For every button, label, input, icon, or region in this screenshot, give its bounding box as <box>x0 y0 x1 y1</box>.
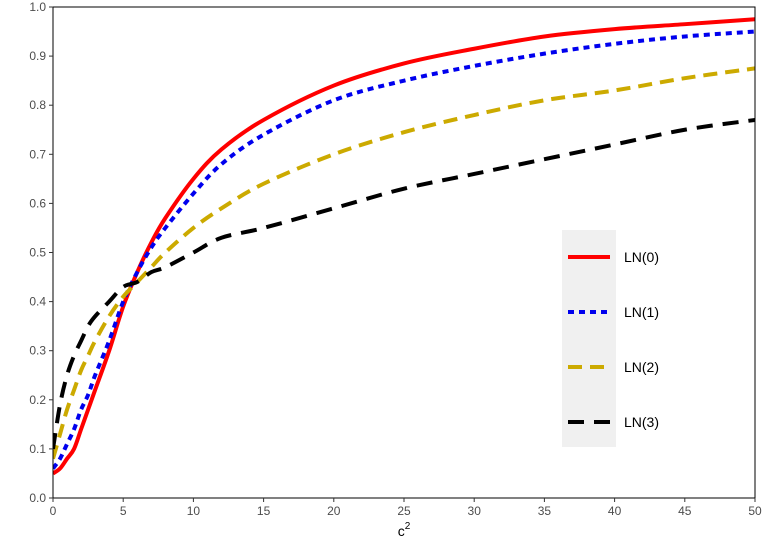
x-tick-label: 5 <box>120 504 127 518</box>
axes-layer: 0 5 10 15 20 25 30 35 40 45 50 0.0 0.1 0.2 0.3 0.4 0.5 0.… <box>29 0 762 518</box>
y-tick-label: 0.2 <box>29 393 46 407</box>
y-tick-label: 0.8 <box>29 98 46 112</box>
x-tick-label: 50 <box>748 504 762 518</box>
x-tick-label: 45 <box>678 504 692 518</box>
x-axis-title-superscript: 2 <box>405 521 411 532</box>
series-line-ln-0 <box>53 17 755 476</box>
y-tick-label: 0.3 <box>29 344 46 358</box>
series-line-ln-3 <box>53 117 755 450</box>
legend-label: LN(1) <box>624 304 659 320</box>
legend-label: LN(0) <box>624 249 659 265</box>
x-axis-title: c2 <box>398 521 411 539</box>
x-tick-label: 35 <box>538 504 552 518</box>
y-tick-label: 0.0 <box>29 491 46 505</box>
x-tick-label: 40 <box>608 504 622 518</box>
legend: LN(0) LN(1) LN(2) LN(3) <box>562 230 659 447</box>
y-tick-label: 0.7 <box>29 147 46 161</box>
x-tick-label: 25 <box>397 504 411 518</box>
legend-background <box>562 230 616 447</box>
legend-label: LN(2) <box>624 359 659 375</box>
y-tick-label: 0.5 <box>29 246 46 260</box>
x-axis-title-base: c <box>398 523 405 539</box>
y-tick-label: 0.1 <box>29 442 46 456</box>
x-tick-label: 10 <box>187 504 201 518</box>
series-line-ln-1 <box>53 29 755 470</box>
y-tick-label: 0.6 <box>29 196 46 210</box>
series-layer <box>53 17 755 476</box>
y-tick-label: 0.9 <box>29 49 46 63</box>
x-tick-label: 20 <box>327 504 341 518</box>
y-tick-label: 0.4 <box>29 295 46 309</box>
x-tick-label: 0 <box>50 504 57 518</box>
x-tick-label: 30 <box>468 504 482 518</box>
legend-label: LN(3) <box>624 414 659 430</box>
y-tick-label: 1.0 <box>29 0 46 14</box>
x-tick-label: 15 <box>257 504 271 518</box>
